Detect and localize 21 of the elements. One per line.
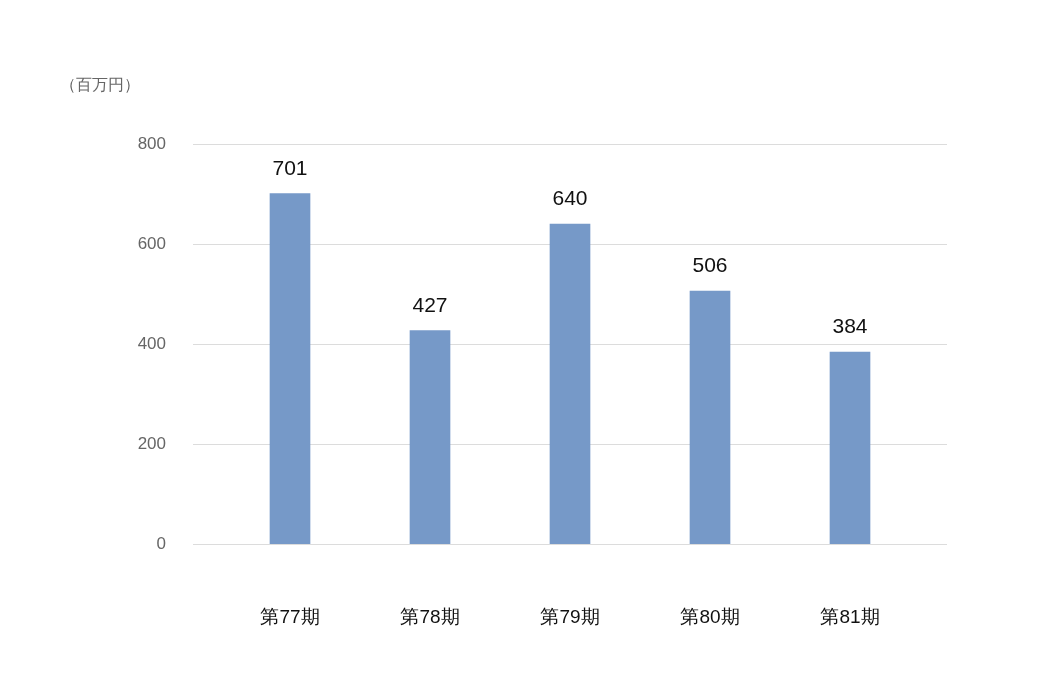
y-tick-label: 200 (137, 433, 166, 453)
bar (689, 290, 731, 544)
x-tick-label: 第77期 (260, 605, 320, 627)
y-tick-label: 0 (156, 533, 166, 553)
y-axis-title: （百万円） (60, 76, 140, 94)
x-tick-label: 第78期 (400, 605, 460, 627)
x-tick-label: 第81期 (820, 605, 880, 627)
x-tick-label: 第79期 (540, 605, 600, 627)
y-tick-label: 800 (137, 133, 166, 153)
bar (409, 330, 451, 544)
y-tick-label: 600 (137, 233, 166, 253)
x-tick-label: 第80期 (680, 605, 740, 627)
bar (829, 351, 871, 544)
data-label: 384 (832, 314, 868, 338)
data-label: 701 (272, 155, 308, 179)
bar (269, 193, 311, 544)
y-tick-label: 400 (137, 333, 166, 353)
data-label: 427 (412, 292, 448, 316)
bar (549, 223, 591, 544)
data-label: 506 (692, 253, 728, 277)
data-label: 640 (552, 186, 588, 210)
